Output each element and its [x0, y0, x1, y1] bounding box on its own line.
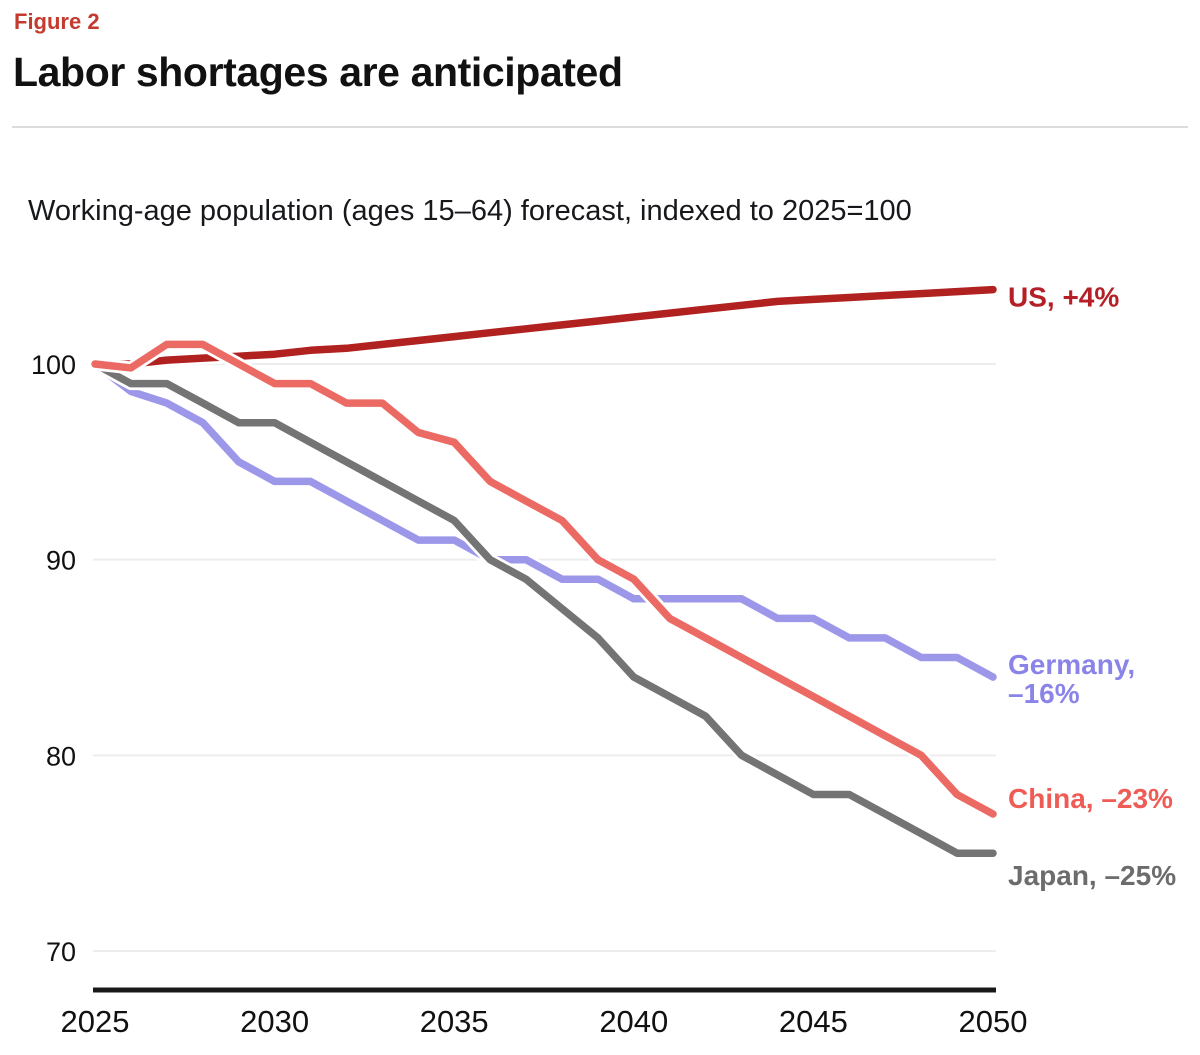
series-label-japan: Japan, –25% — [1008, 860, 1176, 891]
series-label-china: China, –23% — [1008, 783, 1173, 814]
y-tick-label-90: 90 — [46, 546, 76, 576]
series-line-us — [91, 285, 997, 368]
chart-subtitle: Working-age population (ages 15–64) fore… — [28, 195, 912, 227]
page-title: Labor shortages are anticipated — [13, 49, 623, 95]
series-label-us: US, +4% — [1008, 282, 1119, 313]
series-label-germany-line2: –16% — [1008, 678, 1080, 709]
series-label-germany-line1: Germany, — [1008, 649, 1135, 680]
x-tick-label-2045: 2045 — [779, 1004, 848, 1039]
y-tick-label-70: 70 — [46, 937, 76, 967]
x-tick-label-2040: 2040 — [599, 1004, 668, 1039]
series-line-japan — [91, 360, 997, 857]
figure-label: Figure 2 — [14, 9, 100, 34]
x-tick-label-2030: 2030 — [240, 1004, 309, 1039]
x-tick-label-2050: 2050 — [959, 1004, 1028, 1039]
series-line-germany — [91, 360, 997, 681]
y-tick-label-80: 80 — [46, 741, 76, 771]
series-casing-japan — [88, 357, 1000, 860]
header-divider — [12, 126, 1188, 128]
series-line-china — [91, 340, 997, 818]
x-tick-label-2025: 2025 — [61, 1004, 130, 1039]
y-tick-label-100: 100 — [31, 350, 76, 380]
x-tick-label-2035: 2035 — [420, 1004, 489, 1039]
